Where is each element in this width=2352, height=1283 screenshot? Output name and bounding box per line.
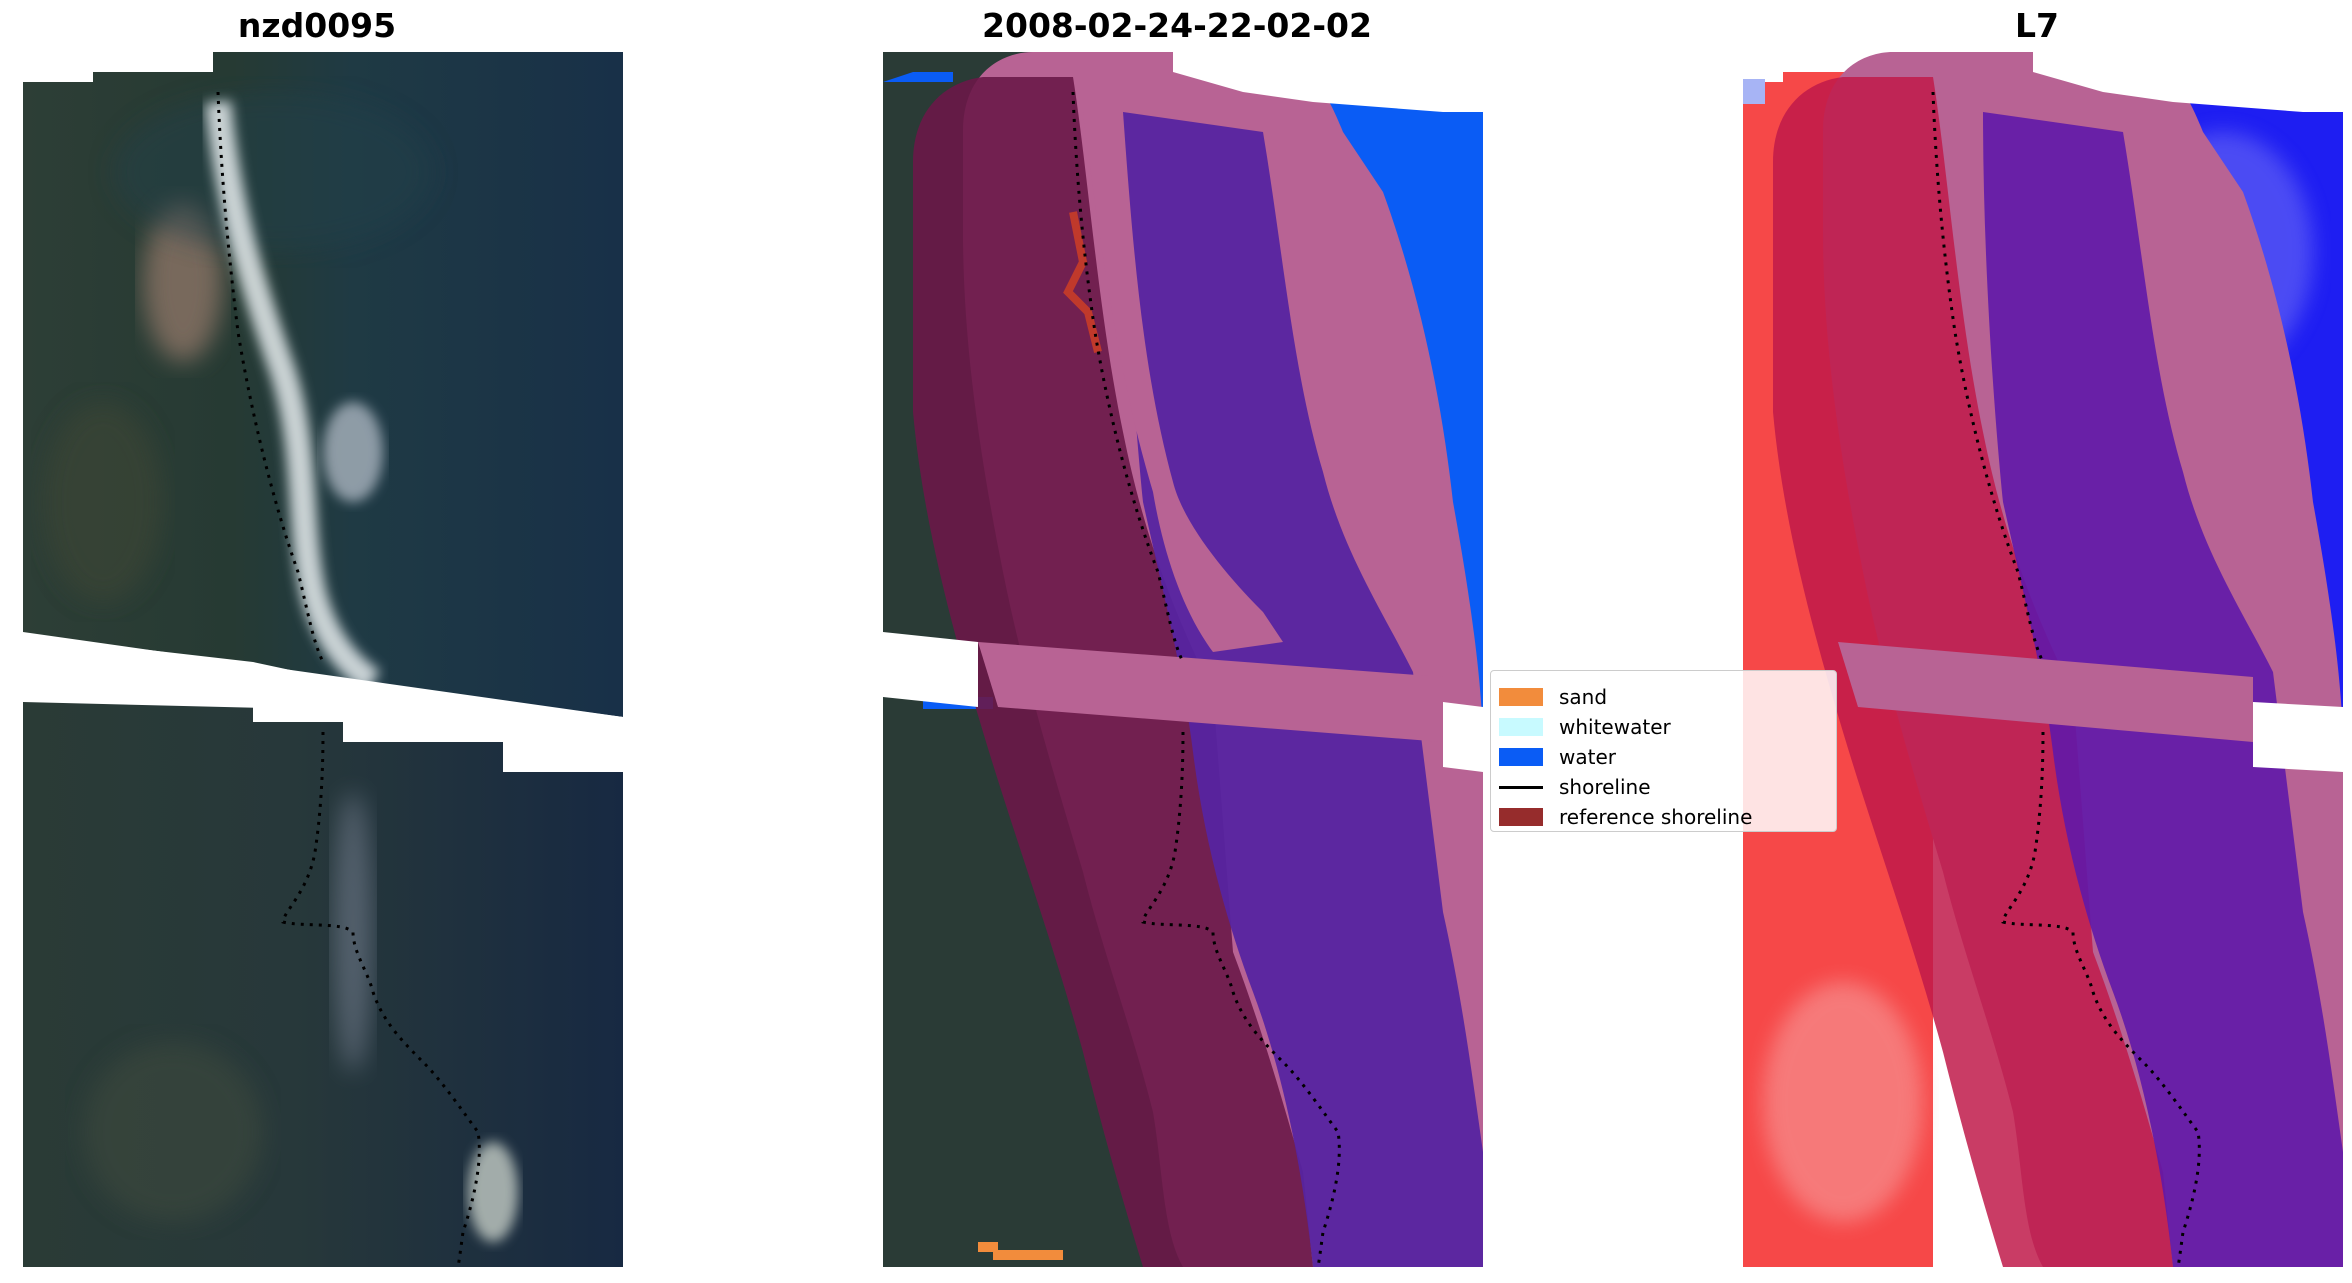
legend-item-whitewater: whitewater	[1499, 713, 1671, 741]
legend-item-shoreline: shoreline	[1499, 773, 1651, 801]
legend-item-reference-shoreline: reference shoreline	[1499, 803, 1752, 831]
legend-label: sand	[1559, 685, 1608, 709]
legend-label: reference shoreline	[1559, 805, 1753, 829]
index-panel	[1743, 52, 2343, 1267]
legend-label: shoreline	[1559, 775, 1651, 799]
rgb-image-panel	[23, 52, 623, 1267]
classification-panel	[883, 52, 1483, 1267]
water-swatch	[1499, 748, 1543, 766]
whitewater-swatch	[1499, 718, 1543, 736]
legend-label: water	[1559, 745, 1616, 769]
legend-label: whitewater	[1559, 715, 1671, 739]
sand-swatch	[1499, 688, 1543, 706]
rgb-image	[23, 52, 623, 1267]
left-panel-title: nzd0095	[237, 6, 397, 45]
middle-panel-title: 2008-02-24-22-02-02	[982, 6, 1372, 45]
right-panel-title: L7	[2015, 6, 2059, 45]
legend-item-water: water	[1499, 743, 1616, 771]
legend-item-sand: sand	[1499, 683, 1607, 711]
shoreline-line-swatch	[1499, 785, 1543, 789]
reference-shoreline-swatch	[1499, 808, 1543, 826]
classification-image	[883, 52, 1483, 1267]
index-image	[1743, 52, 2343, 1267]
legend: sand whitewater water shoreline referenc…	[1490, 670, 1837, 832]
